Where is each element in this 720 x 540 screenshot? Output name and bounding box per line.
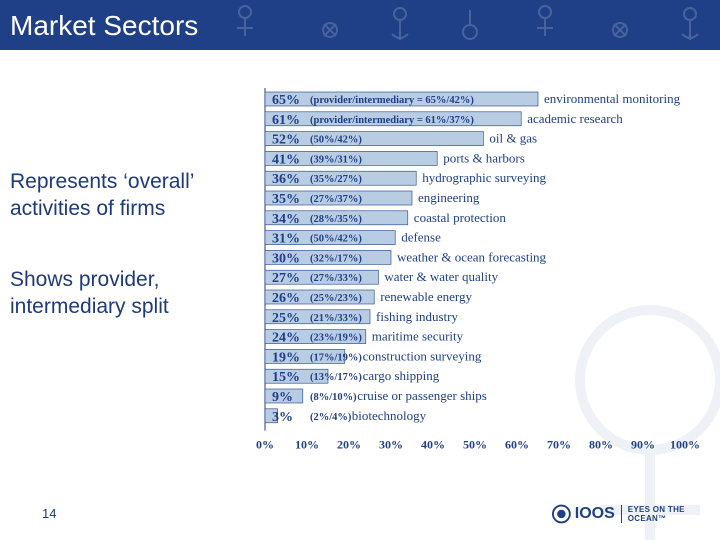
title-bar: Market Sectors xyxy=(0,0,720,50)
bar-value-label: 41% xyxy=(272,152,300,167)
bar-category-label: hydrographic surveying xyxy=(422,170,546,185)
x-tick-label: 100% xyxy=(670,438,700,452)
bar xyxy=(264,250,392,265)
bar xyxy=(264,368,329,384)
x-tick-label: 50% xyxy=(463,438,487,452)
bar xyxy=(264,151,438,166)
bar-value-label: 27% xyxy=(272,271,300,286)
bar-value-label: 34% xyxy=(272,212,300,227)
market-sectors-bar-chart: 65% (provider/intermediary = 65%/42%) envi… xyxy=(256,88,700,452)
logo-divider xyxy=(620,505,622,523)
bar xyxy=(264,309,371,325)
bar xyxy=(264,269,379,285)
x-tick-label: 70% xyxy=(547,438,571,452)
bar xyxy=(264,289,375,305)
bullet-provider-split: Shows provider, intermediary split xyxy=(10,266,169,320)
bar-value-label: 30% xyxy=(272,251,300,266)
bar xyxy=(264,408,278,424)
bar-category-label: ports & harbors xyxy=(443,150,525,165)
bar-value-label: 19% xyxy=(272,350,300,365)
bar-split-label: (17%/19%) xyxy=(310,352,362,363)
x-tick-label: 20% xyxy=(337,438,361,452)
bar-value-label: 36% xyxy=(272,172,300,187)
bar-split-label: (8%/10%) xyxy=(310,392,357,403)
bullet-line: intermediary split xyxy=(10,295,169,318)
bar-split-label: (21%/33%) xyxy=(310,313,362,324)
bar-split-label: (39%/31%) xyxy=(310,154,362,165)
bar-split-label: (28%/35%) xyxy=(310,214,362,225)
bar-split-label: (35%/27%) xyxy=(310,174,362,185)
bar xyxy=(264,210,409,226)
bar-value-label: 9% xyxy=(272,390,293,405)
bar-value-label: 61% xyxy=(272,113,300,128)
x-tick-label: 90% xyxy=(631,438,655,452)
bullet-line: Represents ‘overall’ xyxy=(10,170,195,193)
bar-category-label: fishing industry xyxy=(376,309,458,324)
bar-category-label: cargo shipping xyxy=(363,368,440,383)
bar-value-label: 35% xyxy=(272,192,300,207)
x-tick-label: 60% xyxy=(505,438,529,452)
bar-value-label: 31% xyxy=(272,232,300,247)
bar-category-label: coastal protection xyxy=(414,210,507,225)
bar xyxy=(264,388,304,404)
bar-category-label: renewable energy xyxy=(380,289,472,304)
header-pattern-graphic xyxy=(237,5,699,40)
bar xyxy=(264,349,346,364)
background-decoration xyxy=(575,305,720,540)
bar-category-label: construction surveying xyxy=(363,348,482,363)
bar-value-label: 25% xyxy=(272,311,300,326)
bar-split-label: (provider/intermediary = 65%/42%) xyxy=(310,95,474,106)
slide-title: Market Sectors xyxy=(10,10,199,41)
bar-split-label: (50%/42%) xyxy=(310,135,362,146)
logo-wordmark: IOOS xyxy=(574,505,615,522)
bar-category-label: weather & ocean forecasting xyxy=(397,249,547,264)
bar-value-label: 24% xyxy=(272,331,300,346)
bar-category-label: biotechnology xyxy=(352,408,427,423)
bar-split-label: (13%/17%) xyxy=(310,372,362,383)
bar-category-label: oil & gas xyxy=(489,131,537,146)
bar-category-label: defense xyxy=(401,230,441,245)
x-tick-label: 80% xyxy=(589,438,613,452)
bar-category-label: cruise or passenger ships xyxy=(357,388,487,403)
x-tick-label: 10% xyxy=(295,438,319,452)
x-tick-label: 40% xyxy=(421,438,445,452)
bullet-overall-activities: Represents ‘overall’ activities of firms xyxy=(10,168,194,222)
x-tick-label: 30% xyxy=(379,438,403,452)
bar xyxy=(264,131,484,146)
bar-category-label: maritime security xyxy=(372,329,464,344)
bar-category-label: water & water quality xyxy=(384,269,498,284)
bar-category-label: academic research xyxy=(527,111,623,126)
bar-split-label: (provider/intermediary = 61%/37%) xyxy=(310,115,474,126)
bullet-line: Shows provider, xyxy=(10,268,160,291)
bar-value-label: 3% xyxy=(272,410,293,425)
page-number: 14 xyxy=(42,506,57,521)
bar xyxy=(264,170,417,186)
bar-value-label: 52% xyxy=(272,133,300,148)
bar xyxy=(264,329,367,344)
ioos-logo: IOOS EYES ON THE OCEAN™ xyxy=(552,501,720,527)
bar-split-label: (25%/23%) xyxy=(310,293,362,304)
bar-split-label: (27%/33%) xyxy=(310,273,362,284)
bar xyxy=(264,111,522,127)
bar-value-label: 65% xyxy=(272,93,300,108)
bar-category-label: engineering xyxy=(418,190,480,205)
bar-category-label: environmental monitoring xyxy=(544,91,681,106)
bullet-line: activities of firms xyxy=(10,197,166,220)
logo-tagline: EYES ON THE OCEAN™ xyxy=(627,505,685,523)
x-tick-label: 0% xyxy=(256,438,274,452)
bar-split-label: (50%/42%) xyxy=(310,234,362,245)
bar-split-label: (32%/17%) xyxy=(310,253,362,264)
bar xyxy=(264,91,539,107)
bar-split-label: (23%/19%) xyxy=(310,333,362,344)
bar-value-label: 15% xyxy=(272,370,300,385)
bar-split-label: (27%/37%) xyxy=(310,194,362,205)
ioos-emblem-icon xyxy=(552,504,571,524)
bar-split-label: (2%/4%) xyxy=(310,412,352,423)
bar-value-label: 26% xyxy=(272,291,300,306)
bar xyxy=(264,190,413,206)
bar xyxy=(264,230,396,245)
